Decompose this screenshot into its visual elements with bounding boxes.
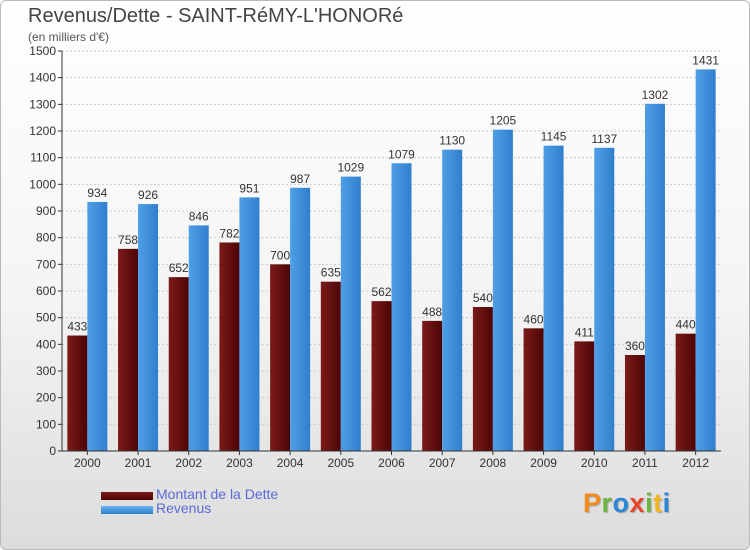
- bar-revenus: [543, 145, 564, 451]
- data-label-dette: 433: [67, 320, 87, 334]
- x-tick-label: 2008: [480, 456, 507, 470]
- bar-dette: [574, 341, 595, 451]
- legend-swatch-dette: [101, 492, 153, 500]
- y-tick-label: 600: [36, 284, 56, 298]
- data-label-revenus: 1431: [692, 53, 719, 67]
- x-tick-label: 2001: [125, 456, 152, 470]
- bar-dette: [118, 248, 139, 451]
- bar-dette: [523, 328, 544, 451]
- data-label-revenus: 987: [290, 172, 310, 186]
- bar-revenus: [239, 197, 260, 451]
- x-tick-label: 2003: [226, 456, 253, 470]
- logo-letter: i: [645, 488, 654, 518]
- bar-revenus: [644, 103, 665, 452]
- y-tick-label: 0: [49, 444, 56, 458]
- x-tick-label: 2005: [327, 456, 354, 470]
- data-label-revenus: 926: [138, 188, 158, 202]
- x-tick-label: 2012: [682, 456, 709, 470]
- y-tick-label: 900: [36, 204, 56, 218]
- bar-dette: [320, 281, 341, 451]
- proxiti-logo: Proxiti: [583, 488, 671, 519]
- y-tick-label: 1400: [29, 71, 56, 85]
- y-tick-label: 1200: [29, 124, 56, 138]
- bar-revenus: [138, 204, 159, 451]
- bar-dette: [270, 264, 291, 451]
- data-label-revenus: 951: [239, 181, 259, 195]
- bar-revenus: [87, 201, 108, 451]
- y-tick-label: 200: [36, 391, 56, 405]
- legend-label-revenus: Revenus: [156, 500, 212, 516]
- bar-revenus: [442, 149, 463, 451]
- bar-dette: [67, 335, 88, 451]
- y-tick-label: 400: [36, 337, 56, 351]
- data-label-dette: 782: [219, 226, 239, 240]
- data-label-revenus: 1302: [642, 88, 669, 102]
- x-tick-label: 2004: [277, 456, 304, 470]
- logo-letter: r: [601, 488, 613, 518]
- bar-dette: [168, 277, 189, 451]
- x-tick-label: 2007: [429, 456, 456, 470]
- y-tick-label: 300: [36, 364, 56, 378]
- x-tick-label: 2000: [74, 456, 101, 470]
- bar-dette: [675, 333, 696, 451]
- chart-subtitle: (en milliers d'€): [28, 30, 109, 44]
- y-tick-label: 1100: [30, 151, 56, 165]
- bar-revenus: [340, 176, 361, 451]
- y-tick-label: 700: [36, 257, 56, 271]
- bar-revenus: [695, 69, 716, 452]
- data-label-dette: 440: [676, 318, 696, 332]
- bar-dette: [422, 320, 443, 451]
- bar-revenus: [188, 225, 209, 451]
- bar-revenus: [594, 147, 615, 452]
- y-tick-label: 1500: [29, 44, 56, 58]
- data-label-revenus: 1079: [388, 147, 415, 161]
- data-label-dette: 460: [524, 312, 544, 326]
- data-label-dette: 488: [422, 305, 442, 319]
- bar-dette: [371, 301, 392, 451]
- data-label-dette: 411: [575, 325, 594, 339]
- y-tick-label: 500: [36, 311, 56, 325]
- logo-letter: t: [653, 488, 663, 518]
- x-tick-label: 2009: [530, 456, 557, 470]
- bar-revenus: [391, 163, 412, 451]
- data-label-dette: 635: [321, 266, 341, 280]
- logo-letter: o: [612, 488, 630, 518]
- legend-swatch-revenus: [101, 506, 153, 514]
- logo-letter: x: [629, 488, 646, 518]
- y-tick-label: 100: [36, 417, 56, 431]
- logo-letter: P: [583, 488, 602, 518]
- legend-label-dette: Montant de la Dette: [156, 486, 279, 502]
- data-label-dette: 652: [169, 261, 189, 275]
- logo-letter: i: [662, 488, 671, 518]
- data-label-revenus: 934: [87, 186, 107, 200]
- data-label-dette: 360: [625, 339, 645, 353]
- x-tick-label: 2006: [378, 456, 405, 470]
- data-label-revenus: 1130: [439, 134, 465, 148]
- bar-revenus: [290, 187, 311, 452]
- chart-title: Revenus/Dette - SAINT-RéMY-L'HONORé: [28, 5, 404, 27]
- x-tick-label: 2010: [581, 456, 608, 470]
- x-tick-label: 2002: [175, 456, 202, 470]
- bar-dette: [219, 242, 240, 451]
- y-tick-label: 1300: [29, 97, 56, 111]
- data-label-revenus: 1137: [591, 132, 617, 146]
- data-label-dette: 562: [371, 285, 391, 299]
- data-label-dette: 700: [270, 248, 290, 262]
- bar-dette: [624, 355, 645, 451]
- bar-dette: [472, 307, 493, 451]
- x-tick-label: 2011: [632, 456, 658, 470]
- data-label-revenus: 1205: [490, 114, 517, 128]
- data-label-revenus: 846: [189, 209, 209, 223]
- y-tick-label: 1000: [29, 177, 56, 191]
- y-tick-label: 800: [36, 231, 56, 245]
- data-label-revenus: 1029: [337, 161, 364, 175]
- data-label-revenus: 1145: [541, 130, 567, 144]
- data-label-dette: 540: [473, 291, 493, 305]
- bar-revenus: [492, 129, 513, 451]
- data-label-dette: 758: [118, 233, 138, 247]
